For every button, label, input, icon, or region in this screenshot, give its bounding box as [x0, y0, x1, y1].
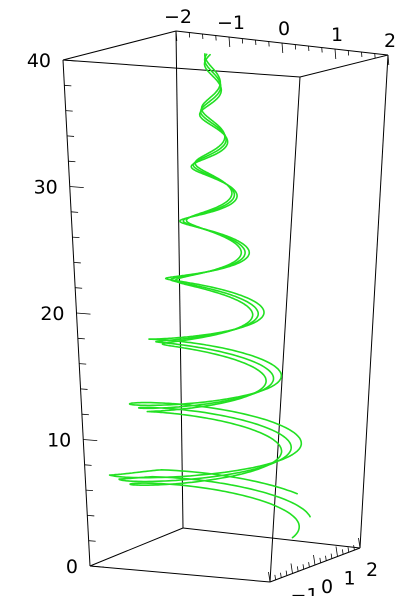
z-minor-tick — [85, 465, 92, 466]
box-edge — [183, 528, 360, 548]
z-minor-tick — [81, 389, 88, 390]
y-tick-label: 0 — [321, 576, 333, 596]
z-minor-tick — [66, 111, 73, 112]
axis-ticks — [63, 31, 389, 582]
y-minor-tick — [309, 562, 310, 567]
y-minor-tick — [281, 573, 282, 578]
box-edge — [360, 55, 388, 548]
z-minor-tick — [68, 161, 75, 162]
z-minor-tick — [78, 338, 85, 339]
y-major-tick — [314, 555, 316, 565]
y-minor-tick — [354, 545, 355, 550]
z-major-tick — [63, 60, 77, 61]
z-minor-tick — [74, 262, 81, 263]
z-major-tick — [70, 187, 84, 188]
z-major-tick — [77, 313, 91, 314]
x-tick-label: −1 — [217, 12, 245, 34]
z-tick-label: 40 — [27, 50, 51, 72]
box-edge — [63, 60, 300, 77]
x-major-tick — [388, 55, 389, 65]
z-tick-label: 0 — [66, 556, 78, 578]
x-tick-label: 2 — [384, 30, 396, 52]
z-minor-tick — [75, 288, 82, 289]
box-edge — [63, 31, 176, 60]
z-tick-label: 10 — [47, 430, 71, 452]
z-minor-tick — [86, 490, 93, 491]
z-tick-label: 30 — [34, 177, 58, 199]
z-tick-label: 20 — [40, 303, 64, 325]
z-minor-tick — [72, 237, 79, 238]
y-major-tick — [336, 547, 338, 557]
y-tick-label: −1 — [290, 585, 318, 596]
z-minor-tick — [64, 85, 71, 86]
y-major-tick — [269, 572, 271, 582]
z-minor-tick — [71, 212, 78, 213]
y-major-tick — [291, 564, 293, 574]
z-major-tick — [83, 440, 97, 441]
y-tick-label: 2 — [366, 559, 378, 581]
y-minor-tick — [320, 558, 321, 563]
plot-box — [63, 31, 388, 582]
y-tick-label: 1 — [343, 568, 355, 590]
y-minor-tick — [348, 547, 349, 552]
z-minor-tick — [89, 541, 96, 542]
data-series — [110, 54, 311, 538]
x-tick-label: 1 — [331, 24, 343, 46]
y-minor-tick — [331, 554, 332, 559]
box-edge — [90, 566, 270, 582]
z-major-tick — [90, 566, 104, 567]
box-edge — [90, 528, 183, 566]
helix-series-3 — [110, 55, 302, 494]
x-major-tick — [335, 49, 336, 59]
y-minor-tick — [342, 549, 343, 554]
x-tick-label: −2 — [164, 6, 192, 28]
x-major-tick — [282, 43, 283, 53]
z-minor-tick — [82, 414, 89, 415]
y-minor-tick — [326, 556, 327, 561]
y-minor-tick — [275, 575, 276, 580]
y-minor-tick — [303, 564, 304, 569]
x-tick-label: 0 — [278, 18, 290, 40]
x-major-tick — [229, 37, 230, 47]
z-minor-tick — [67, 136, 74, 137]
z-minor-tick — [79, 364, 86, 365]
z-minor-tick — [87, 515, 94, 516]
y-minor-tick — [286, 571, 287, 576]
y-major-tick — [359, 538, 361, 548]
y-minor-tick — [297, 566, 298, 571]
